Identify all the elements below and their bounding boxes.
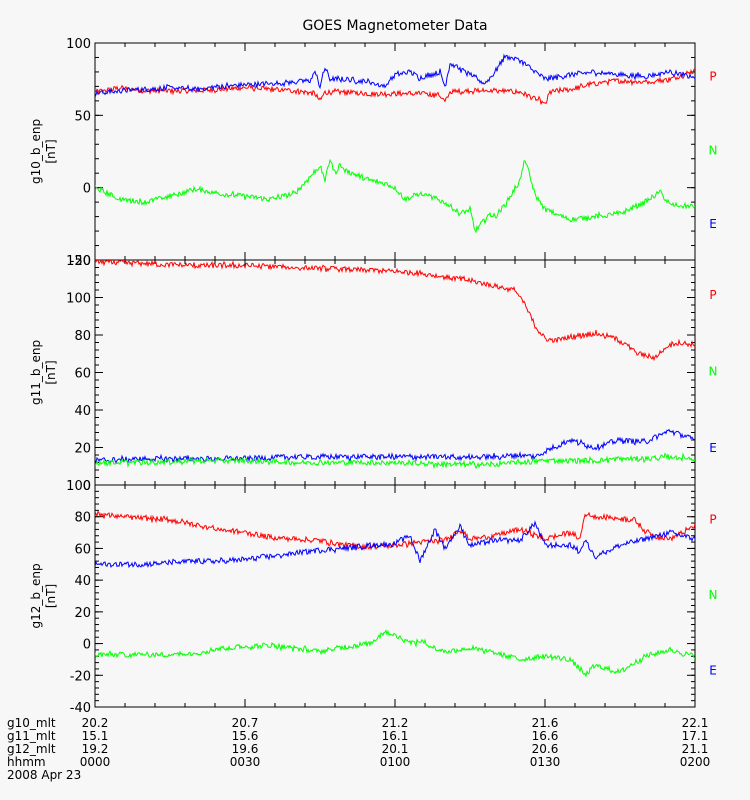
y-tick-label: 40: [74, 404, 91, 419]
y-tick-label: 0: [83, 479, 91, 494]
panel-2: 0 20 40 60 80 100 120 g11_b_enp [nT] P N E: [29, 254, 717, 494]
panel-series-group: [95, 53, 695, 234]
bottom-row-value: 16.6: [532, 729, 559, 743]
bottom-row-value: 16.1: [382, 729, 409, 743]
panel-1: -50 0 50 100 g10_b_enp [nT] P N E: [29, 37, 717, 269]
series-line-3: [95, 452, 695, 470]
y-axis-label: g12_b_enp: [29, 563, 43, 628]
panel-series-group: [95, 260, 695, 470]
date-label: 2008 Apr 23: [7, 768, 81, 782]
y-tick-label: 20: [74, 606, 91, 621]
component-label-p: P: [709, 70, 716, 84]
bottom-row-value: 20.2: [82, 716, 109, 730]
bottom-row-value: 20.1: [382, 742, 409, 756]
y-axis-unit: [nT]: [44, 139, 58, 163]
component-label-n: N: [709, 364, 718, 378]
series-line-2: [95, 520, 695, 569]
y-tick-label: 60: [74, 542, 91, 557]
bottom-row-label: g10_mlt: [7, 716, 56, 730]
series-line-1: [95, 68, 695, 105]
component-label-p: P: [709, 288, 716, 302]
chart-title: GOES Magnetometer Data: [302, 18, 487, 34]
y-axis-label: g10_b_enp: [29, 119, 43, 184]
series-line-2: [95, 53, 695, 98]
bottom-row-value: 20.7: [232, 716, 259, 730]
panel-series-group: [95, 510, 695, 678]
bottom-row-value: 21.2: [382, 716, 409, 730]
series-line-1: [95, 260, 695, 362]
component-label-p: P: [709, 512, 716, 526]
y-tick-label: 80: [74, 511, 91, 526]
bottom-row-label: hhmm: [7, 755, 46, 769]
y-axis-label: g11_b_enp: [29, 340, 43, 405]
component-label-e: E: [709, 663, 717, 677]
series-line-2: [95, 428, 695, 465]
y-tick-label: -40: [70, 701, 91, 716]
y-tick-label: -50: [70, 254, 91, 269]
y-tick-label: 100: [66, 37, 91, 52]
bottom-row-value: 0030: [230, 755, 261, 769]
bottom-row-value: 0130: [530, 755, 561, 769]
bottom-row-value: 20.6: [532, 742, 559, 756]
y-tick-label: 20: [74, 442, 91, 457]
bottom-row-value: 19.2: [82, 742, 109, 756]
panel-frame: [94, 259, 696, 486]
bottom-row-value: 15.1: [82, 729, 109, 743]
bottom-row-value: 21.6: [532, 716, 559, 730]
y-axis-unit: [nT]: [44, 584, 58, 608]
panel-3: -40 -20 0 20 40 60 80 100 g12_b_enp [nT] P N E: [29, 479, 717, 716]
bottom-row-label: g12_mlt: [7, 742, 56, 756]
y-tick-label: 80: [74, 329, 91, 344]
component-label-e: E: [709, 217, 717, 231]
bottom-row-value: 21.1: [682, 742, 709, 756]
y-tick-label: 100: [66, 292, 91, 307]
y-tick-label: -20: [70, 669, 91, 684]
bottom-row-value: 0200: [680, 755, 711, 769]
y-tick-label: 60: [74, 367, 91, 382]
y-tick-label: 120: [66, 254, 91, 269]
bottom-row-value: 0000: [80, 755, 111, 769]
y-tick-label: 50: [74, 109, 91, 124]
bottom-row-label: g11_mlt: [7, 729, 56, 743]
component-label-n: N: [709, 588, 718, 602]
bottom-axis-table: g10_mlt 20.2 20.7 21.2 21.6 22.1 g11_mlt 15.1 15…: [7, 716, 710, 769]
component-label-e: E: [709, 441, 717, 455]
bottom-row-value: 15.6: [232, 729, 259, 743]
component-label-n: N: [709, 143, 718, 157]
y-axis-unit: [nT]: [44, 360, 58, 384]
y-tick-label: 0: [83, 182, 91, 197]
bottom-row-value: 22.1: [682, 716, 709, 730]
bottom-row-value: 17.1: [682, 729, 709, 743]
y-tick-label: 100: [66, 479, 91, 494]
series-line-3: [95, 158, 695, 234]
series-line-3: [95, 629, 695, 678]
bottom-row-value: 19.6: [232, 742, 259, 756]
y-tick-label: 0: [83, 638, 91, 653]
y-tick-label: 40: [74, 574, 91, 589]
bottom-row-value: 0100: [380, 755, 411, 769]
